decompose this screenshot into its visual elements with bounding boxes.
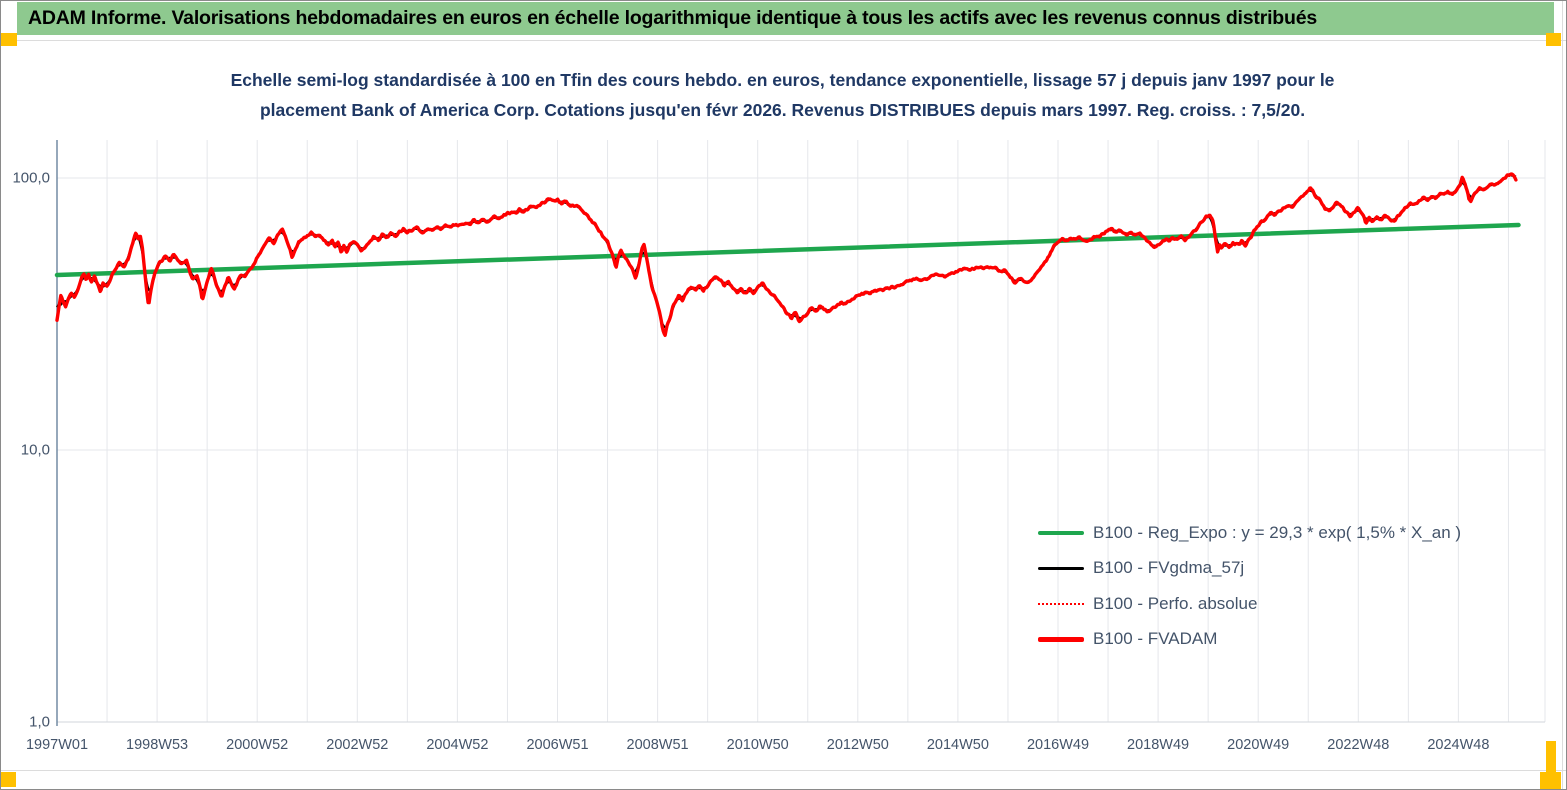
cell-highlight-bottom-right-bar <box>1546 741 1556 772</box>
x-axis-tick-label: 2006W51 <box>526 737 589 753</box>
x-axis-tick-label: 2018W49 <box>1127 737 1190 753</box>
legend-line-sample-dotted-red <box>1038 602 1084 605</box>
cell-highlight-bottom-right <box>1540 772 1561 789</box>
y-axis-tick-label: 1,0 <box>29 713 50 731</box>
x-axis-tick-label: 2002W52 <box>326 737 389 753</box>
x-axis-tick-label: 2020W49 <box>1227 737 1290 753</box>
x-axis-tick-label: 2024W48 <box>1427 737 1490 753</box>
cell-highlight-bottom-left <box>1 772 16 787</box>
legend-item-reg-expo[interactable]: B100 - Reg_Expo : y = 29,3 * exp( 1,5% *… <box>1038 515 1461 551</box>
x-axis-tick-label: 2012W50 <box>826 737 889 753</box>
header-title: ADAM Informe. Valorisations hebdomadaire… <box>28 7 1318 29</box>
legend-label: B100 - Reg_Expo : y = 29,3 * exp( 1,5% *… <box>1093 522 1462 542</box>
x-axis-tick-label: 1998W53 <box>126 737 189 753</box>
x-axis-tick-label: 1997W01 <box>25 737 89 753</box>
x-axis-tick-label: 2014W50 <box>926 737 989 753</box>
legend-line-sample-red <box>1038 637 1084 642</box>
legend-label: B100 - Perfo. absolue <box>1093 593 1258 613</box>
legend-item-perfo-absolue[interactable]: B100 - Perfo. absolue <box>1038 586 1461 622</box>
y-axis-tick-label: 10,0 <box>20 441 50 459</box>
cell-highlight-top-right <box>1546 33 1561 46</box>
x-axis-tick-label: 2016W49 <box>1026 737 1090 753</box>
x-axis-tick-label: 2008W51 <box>626 737 689 753</box>
sheet-gridline-horizontal <box>0 770 1567 771</box>
legend-item-fvadam[interactable]: B100 - FVADAM <box>1038 622 1461 658</box>
x-axis-tick-label: 2004W52 <box>426 737 489 753</box>
legend-item-fvgdma[interactable]: B100 - FVgdma_57j <box>1038 551 1461 587</box>
legend: B100 - Reg_Expo : y = 29,3 * exp( 1,5% *… <box>1038 515 1461 657</box>
chart-title-line1: Echelle semi-log standardisée à 100 en T… <box>230 70 1335 90</box>
chart-title-line2: placement Bank of America Corp. Cotation… <box>259 100 1306 120</box>
legend-line-sample-green <box>1038 530 1084 535</box>
header-bar: ADAM Informe. Valorisations hebdomadaire… <box>17 2 1554 35</box>
x-axis-tick-label: 2000W52 <box>226 737 289 753</box>
series-reg-expo <box>54 222 1521 278</box>
chart-title: Echelle semi-log standardisée à 100 en T… <box>20 65 1545 125</box>
x-axis-tick-label: 2010W50 <box>726 737 789 753</box>
sheet-gridline-horizontal <box>0 40 1567 41</box>
legend-label: B100 - FVADAM <box>1093 629 1218 649</box>
legend-label: B100 - FVgdma_57j <box>1093 558 1245 578</box>
cell-highlight-top-left <box>1 33 17 46</box>
y-axis-tick-label: 100,0 <box>12 169 50 187</box>
sheet-gridline-vertical <box>1562 0 1563 790</box>
legend-line-sample-black <box>1038 567 1084 570</box>
x-axis-tick-label: 2022W48 <box>1327 737 1390 753</box>
series-fvadam <box>55 172 1518 337</box>
